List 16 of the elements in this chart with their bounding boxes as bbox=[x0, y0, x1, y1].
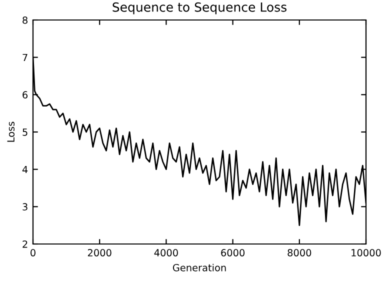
chart-title: Sequence to Sequence Loss bbox=[112, 2, 286, 14]
y-tick-label: 4 bbox=[22, 166, 28, 174]
y-tick-label: 3 bbox=[22, 203, 28, 210]
y-tick-label: 5 bbox=[22, 128, 28, 136]
x-tick-label: 0 bbox=[30, 249, 36, 256]
y-tick-label: 2 bbox=[22, 240, 28, 248]
x-tick-label: 4000 bbox=[154, 249, 178, 256]
y-tick-label: 6 bbox=[22, 91, 28, 98]
x-tick-label: 10000 bbox=[352, 249, 381, 256]
y-tick-label: 7 bbox=[22, 54, 28, 62]
x-tick-label: 8000 bbox=[288, 249, 312, 256]
x-axis-title: Generation bbox=[172, 264, 226, 272]
y-axis-title: Loss bbox=[7, 122, 15, 142]
x-tick-label: 2000 bbox=[88, 249, 112, 256]
y-tick-label: 8 bbox=[22, 16, 28, 24]
x-tick-label: 6000 bbox=[221, 249, 245, 256]
